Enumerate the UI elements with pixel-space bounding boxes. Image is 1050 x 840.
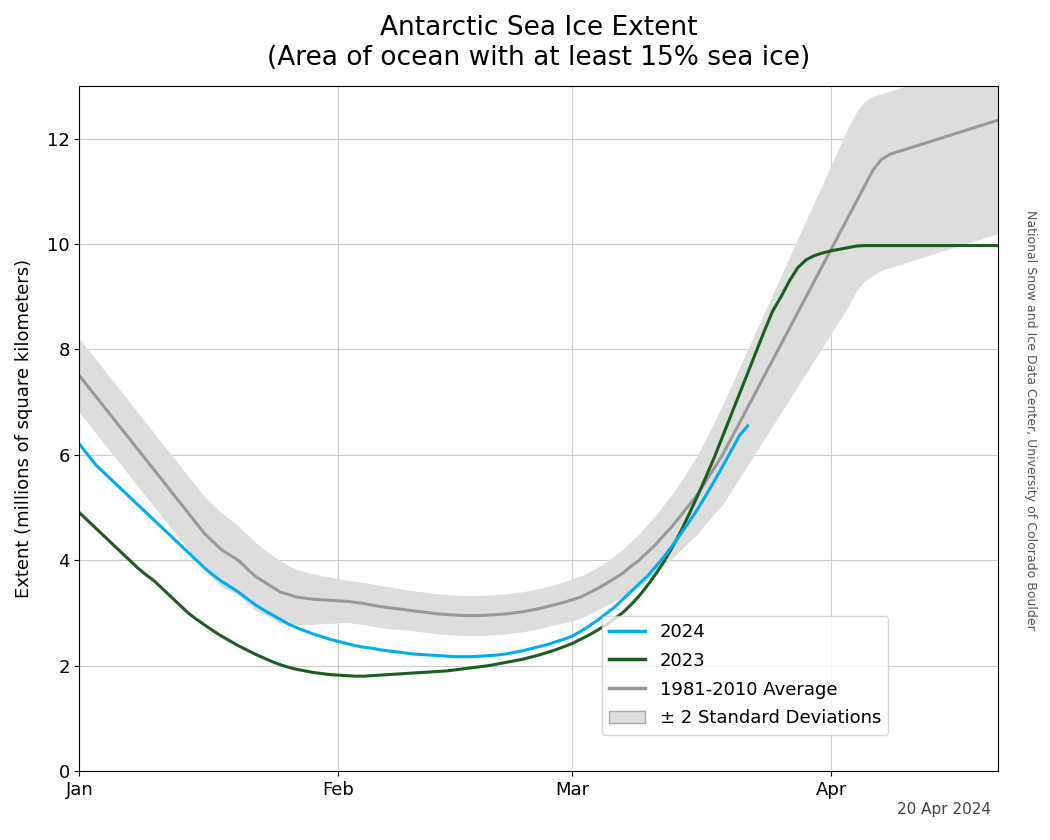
- 1981-2010 Average: [416, 606, 428, 617]
- 1981-2010 Average: [282, 590, 295, 600]
- 1981-2010 Average: [307, 594, 319, 604]
- 1981-2010 Average: [967, 123, 980, 133]
- 2023: [349, 671, 361, 681]
- 2024: [307, 629, 319, 639]
- 2023: [616, 608, 629, 618]
- Legend: 2024, 2023, 1981-2010 Average, ± 2 Standard Deviations: 2024, 2023, 1981-2010 Average, ± 2 Stand…: [602, 616, 888, 735]
- 2023: [74, 507, 86, 517]
- Line: 2024: 2024: [80, 426, 748, 657]
- 1981-2010 Average: [507, 608, 520, 618]
- 2024: [499, 649, 511, 659]
- 2024: [74, 439, 86, 449]
- 2023: [507, 656, 520, 666]
- 2023: [975, 240, 988, 250]
- 2023: [307, 668, 319, 678]
- 1981-2010 Average: [992, 115, 1005, 125]
- 2024: [282, 619, 295, 629]
- 1981-2010 Average: [616, 569, 629, 579]
- Line: 2023: 2023: [80, 245, 999, 676]
- 2023: [424, 667, 437, 677]
- Y-axis label: Extent (millions of square kilometers): Extent (millions of square kilometers): [15, 259, 33, 598]
- Line: 1981-2010 Average: 1981-2010 Average: [80, 120, 999, 616]
- Text: National Snow and Ice Data Center, University of Colorado Boulder: National Snow and Ice Data Center, Unive…: [1025, 210, 1037, 630]
- 1981-2010 Average: [74, 370, 86, 381]
- 2023: [858, 240, 870, 250]
- Title: Antarctic Sea Ice Extent
(Area of ocean with at least 15% sea ice): Antarctic Sea Ice Extent (Area of ocean …: [268, 15, 811, 71]
- Text: 20 Apr 2024: 20 Apr 2024: [898, 801, 991, 816]
- 2024: [416, 649, 428, 659]
- 1981-2010 Average: [458, 611, 470, 621]
- 2023: [992, 240, 1005, 250]
- 2024: [608, 602, 621, 612]
- 2023: [282, 662, 295, 672]
